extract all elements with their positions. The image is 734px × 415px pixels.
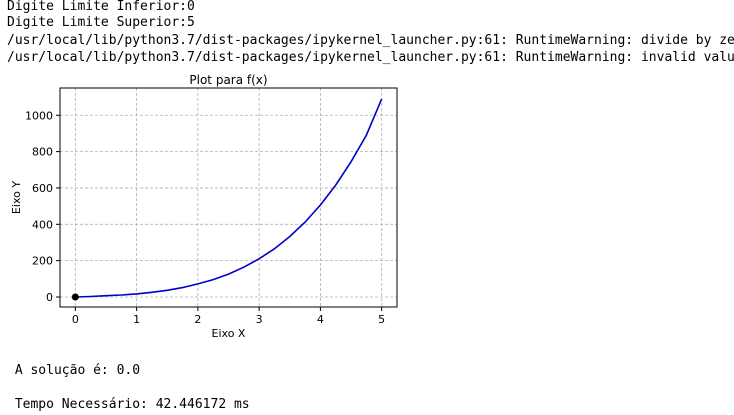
y-tick-label: 200 <box>32 255 53 268</box>
solution-text: A solução é: 0.0 <box>7 363 141 378</box>
y-axis-label: Eixo Y <box>10 181 23 214</box>
x-tick-label: 0 <box>72 313 79 326</box>
chart-grid <box>60 88 397 307</box>
data-point <box>71 293 79 301</box>
x-tick-label: 4 <box>317 313 324 326</box>
y-tick-label: 0 <box>46 291 53 304</box>
chart-title: Plot para f(x) <box>189 73 267 87</box>
y-tick-label: 400 <box>32 218 53 231</box>
chart-series <box>71 98 383 301</box>
x-tick-label: 1 <box>133 313 140 326</box>
x-tick-label: 5 <box>378 313 385 326</box>
y-tick-label: 1000 <box>25 109 53 122</box>
output-line-lower-limit: Digite Limite Inferior:0 <box>7 0 195 14</box>
chart: 0 1 2 3 4 5 0 200 400 600 800 1000 Plot para f(x) E… <box>10 73 398 340</box>
chart-ticks: 0 1 2 3 4 5 0 200 400 600 800 1000 <box>25 109 385 326</box>
x-tick-label: 2 <box>194 313 201 326</box>
x-tick-label: 3 <box>256 313 263 326</box>
output-line-warning-divide: /usr/local/lib/python3.7/dist-packages/i… <box>7 33 734 48</box>
y-tick-label: 600 <box>32 182 53 195</box>
plot-area <box>59 87 398 308</box>
elapsed-time-text: Tempo Necessário: 42.446172 ms <box>7 397 250 412</box>
series-line <box>75 98 383 298</box>
y-tick-label: 800 <box>32 146 53 159</box>
x-axis-label: Eixo X <box>212 327 246 340</box>
output-line-warning-invalid: /usr/local/lib/python3.7/dist-packages/i… <box>7 50 734 65</box>
output-line-upper-limit: Digite Limite Superior:5 <box>7 15 195 30</box>
